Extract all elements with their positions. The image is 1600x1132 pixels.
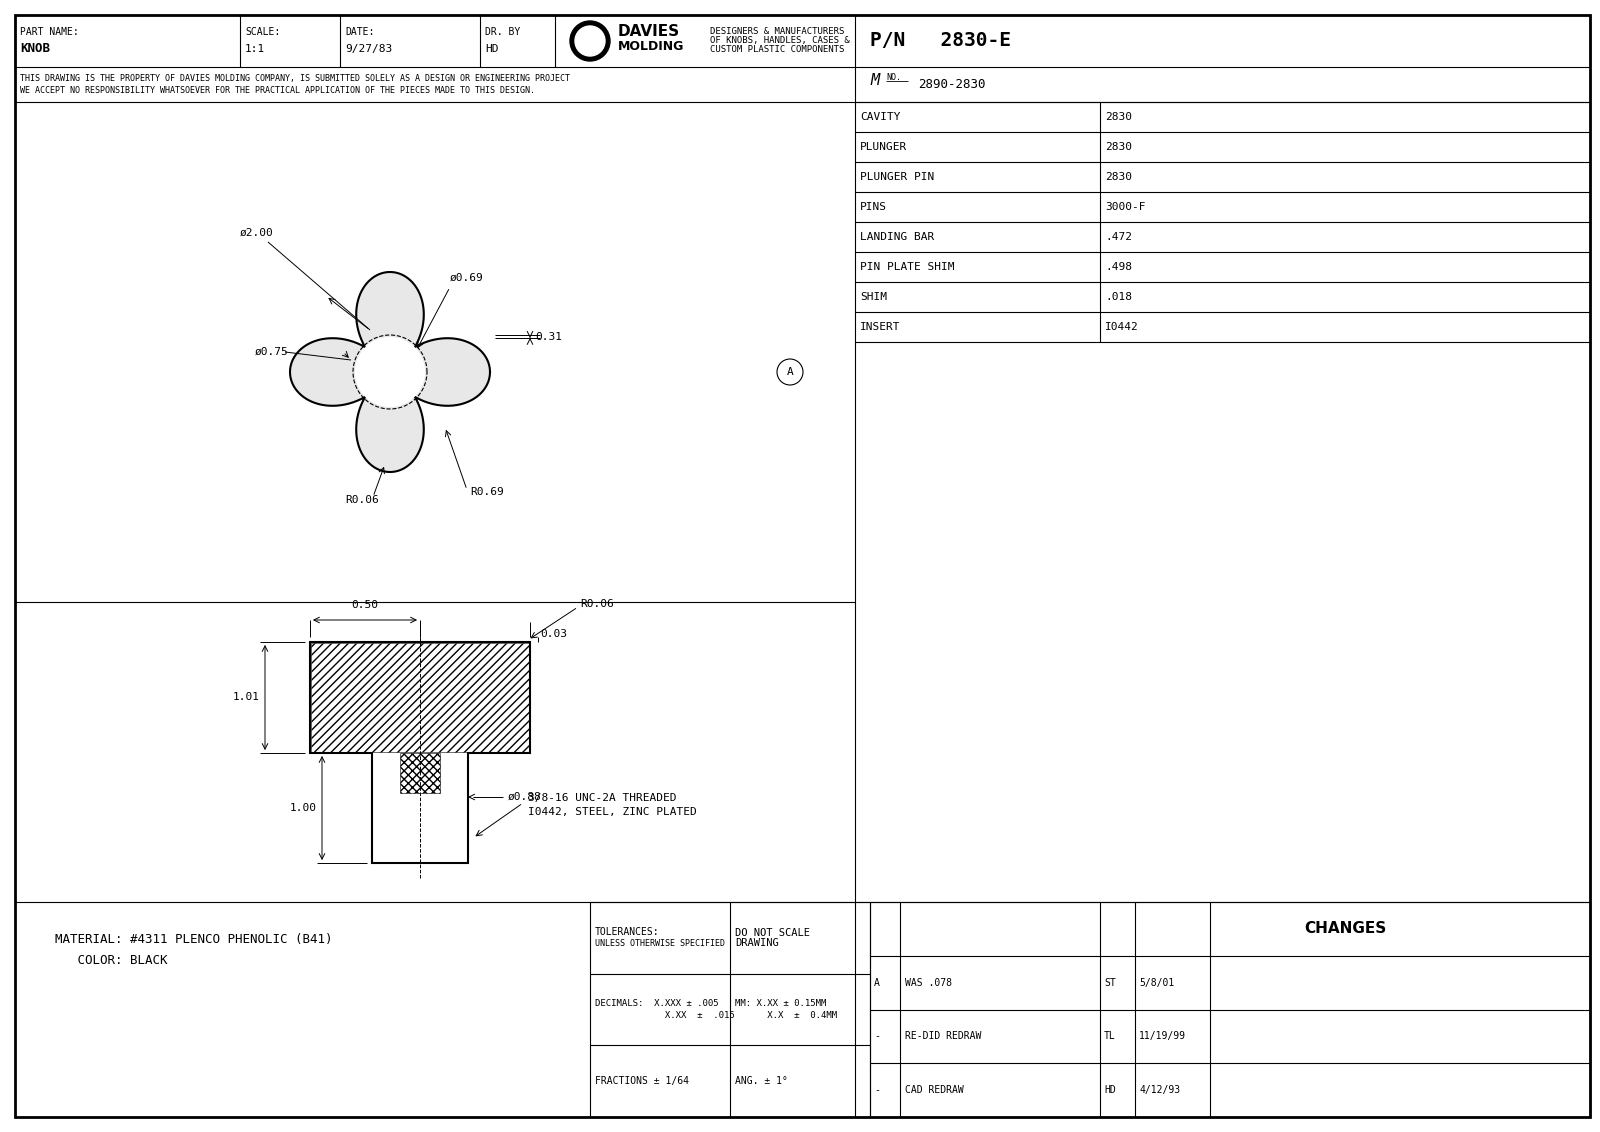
Text: MATERIAL: #4311 PLENCO PHENOLIC (B41): MATERIAL: #4311 PLENCO PHENOLIC (B41) — [54, 934, 333, 946]
Text: A: A — [874, 978, 880, 987]
Text: CHANGES: CHANGES — [1304, 921, 1386, 936]
Text: R0.06: R0.06 — [579, 599, 614, 609]
Text: ø0.88: ø0.88 — [509, 792, 542, 801]
Text: HD: HD — [1104, 1086, 1115, 1095]
Text: 0.03: 0.03 — [541, 629, 566, 638]
Text: -: - — [874, 1086, 880, 1095]
Circle shape — [574, 26, 605, 55]
Polygon shape — [310, 642, 530, 863]
Text: FRACTIONS ± 1/64: FRACTIONS ± 1/64 — [595, 1077, 690, 1087]
Text: ANG. ± 1°: ANG. ± 1° — [734, 1077, 787, 1087]
Text: KNOB: KNOB — [19, 43, 50, 55]
Bar — [870, 902, 1590, 1117]
Text: 2830: 2830 — [1106, 142, 1133, 152]
Text: CUSTOM PLASTIC COMPONENTS: CUSTOM PLASTIC COMPONENTS — [710, 45, 845, 54]
Text: X.X  ±  0.4MM: X.X ± 0.4MM — [734, 1011, 837, 1020]
Text: 0.50: 0.50 — [352, 600, 379, 610]
Text: 2830: 2830 — [1106, 172, 1133, 182]
Text: INSERT: INSERT — [861, 321, 901, 332]
Text: DESIGNERS & MANUFACTURERS: DESIGNERS & MANUFACTURERS — [710, 27, 845, 36]
Text: .498: .498 — [1106, 261, 1133, 272]
Text: DECIMALS:  X.XXX ± .005: DECIMALS: X.XXX ± .005 — [595, 1000, 718, 1007]
Text: SHIM: SHIM — [861, 292, 886, 302]
Text: P/N   2830-E: P/N 2830-E — [870, 32, 1011, 51]
Circle shape — [570, 22, 610, 61]
Text: NO.: NO. — [886, 72, 901, 82]
Text: ø2.00: ø2.00 — [240, 228, 274, 238]
Text: 0.31: 0.31 — [534, 332, 562, 342]
Text: TOLERANCES:: TOLERANCES: — [595, 927, 659, 937]
Text: LANDING BAR: LANDING BAR — [861, 232, 934, 242]
Text: M: M — [870, 72, 878, 88]
Text: CAVITY: CAVITY — [861, 112, 901, 122]
Circle shape — [355, 338, 424, 406]
Text: -: - — [874, 1031, 880, 1041]
Text: 1.00: 1.00 — [290, 803, 317, 813]
Text: 4/12/93: 4/12/93 — [1139, 1086, 1181, 1095]
Text: .472: .472 — [1106, 232, 1133, 242]
Polygon shape — [400, 753, 440, 794]
Text: I0442: I0442 — [1106, 321, 1139, 332]
Text: 2890-2830: 2890-2830 — [918, 78, 986, 91]
Text: TL: TL — [1104, 1031, 1115, 1041]
Text: 3/8-16 UNC-2A THREADED: 3/8-16 UNC-2A THREADED — [528, 794, 677, 803]
Text: PINS: PINS — [861, 201, 886, 212]
Text: MOLDING: MOLDING — [618, 41, 685, 53]
Text: DO NOT SCALE: DO NOT SCALE — [734, 928, 810, 937]
Text: PLUNGER PIN: PLUNGER PIN — [861, 172, 934, 182]
Text: A: A — [787, 367, 794, 377]
Bar — [590, 902, 870, 1117]
Text: 11/19/99: 11/19/99 — [1139, 1031, 1186, 1041]
Text: WAS .078: WAS .078 — [906, 978, 952, 987]
Text: PIN PLATE SHIM: PIN PLATE SHIM — [861, 261, 955, 272]
Text: DATE:: DATE: — [346, 27, 374, 37]
Text: PART NAME:: PART NAME: — [19, 27, 78, 37]
Text: 9/27/83: 9/27/83 — [346, 44, 392, 54]
Text: ST: ST — [1104, 978, 1115, 987]
Text: RE-DID REDRAW: RE-DID REDRAW — [906, 1031, 981, 1041]
Text: CAD REDRAW: CAD REDRAW — [906, 1086, 963, 1095]
Text: MM: X.XX ± 0.15MM: MM: X.XX ± 0.15MM — [734, 1000, 826, 1007]
Text: R0.06: R0.06 — [346, 495, 379, 505]
Text: ø0.69: ø0.69 — [450, 273, 483, 283]
Text: THIS DRAWING IS THE PROPERTY OF DAVIES MOLDING COMPANY, IS SUBMITTED SOLELY AS A: THIS DRAWING IS THE PROPERTY OF DAVIES M… — [19, 74, 570, 83]
Text: 1:1: 1:1 — [245, 44, 266, 54]
Text: 5/8/01: 5/8/01 — [1139, 978, 1174, 987]
Text: HD: HD — [485, 44, 499, 54]
Text: WE ACCEPT NO RESPONSIBILITY WHATSOEVER FOR THE PRACTICAL APPLICATION OF THE PIEC: WE ACCEPT NO RESPONSIBILITY WHATSOEVER F… — [19, 86, 534, 95]
Text: R0.69: R0.69 — [470, 487, 504, 497]
Text: DR. BY: DR. BY — [485, 27, 520, 37]
Text: UNLESS OTHERWISE SPECIFIED: UNLESS OTHERWISE SPECIFIED — [595, 940, 725, 949]
Text: 2830: 2830 — [1106, 112, 1133, 122]
Text: PLUNGER: PLUNGER — [861, 142, 907, 152]
Text: .018: .018 — [1106, 292, 1133, 302]
Text: DAVIES: DAVIES — [618, 25, 680, 40]
Text: OF KNOBS, HANDLES, CASES &: OF KNOBS, HANDLES, CASES & — [710, 36, 850, 45]
Text: DRAWING: DRAWING — [734, 937, 779, 947]
Text: SCALE:: SCALE: — [245, 27, 280, 37]
Text: I0442, STEEL, ZINC PLATED: I0442, STEEL, ZINC PLATED — [528, 807, 696, 817]
Text: X.XX  ±  .015: X.XX ± .015 — [595, 1011, 734, 1020]
Text: 1.01: 1.01 — [234, 693, 259, 703]
Polygon shape — [290, 272, 490, 472]
Text: 3000-F: 3000-F — [1106, 201, 1146, 212]
Text: ø0.75: ø0.75 — [254, 348, 288, 357]
Text: COLOR: BLACK: COLOR: BLACK — [54, 953, 168, 967]
